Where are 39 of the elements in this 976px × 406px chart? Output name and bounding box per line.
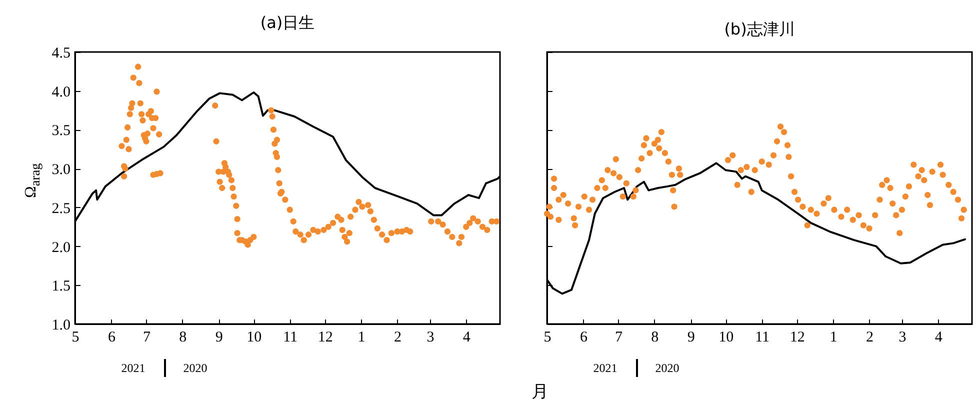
x-axis-title: 月 — [530, 381, 550, 403]
x-tick-label: 7 — [142, 330, 151, 346]
y-tick-label: 1.5 — [52, 278, 70, 295]
x-tick-label: 2 — [394, 330, 402, 346]
x-tick-label: 9 — [687, 330, 695, 346]
y-tick-label: 2.5 — [52, 200, 70, 217]
x-tick-label: 7 — [614, 330, 623, 346]
y-tick-label: 3.5 — [52, 123, 70, 140]
text: 2021 — [593, 361, 618, 375]
x-tick-label: 12 — [790, 330, 805, 346]
x-tick-label: 4 — [934, 330, 943, 346]
x-tick-label: 5 — [544, 330, 552, 346]
chart-title: (b)志津川 — [724, 20, 795, 38]
x-tick-label: 6 — [108, 330, 116, 346]
x-tick-label: 11 — [283, 330, 298, 346]
x-tick-label: 8 — [179, 330, 187, 346]
y-tick-label: 3.0 — [52, 162, 70, 178]
x-tick-label: 11 — [755, 330, 770, 346]
x-tick-label: 9 — [215, 330, 223, 346]
x-tick-label: 6 — [580, 330, 588, 346]
x-tick-label: 1 — [358, 330, 366, 346]
x-tick-label: 12 — [318, 330, 333, 346]
x-tick-label: 10 — [718, 330, 734, 346]
text: 2021 — [121, 361, 146, 375]
y-tick-label: 1.0 — [52, 318, 70, 334]
y-tick-label: 2.0 — [52, 240, 70, 256]
chart-title: (a)日生 — [260, 13, 315, 32]
x-tick-label: 1 — [830, 330, 838, 346]
text: 2020 — [183, 361, 208, 375]
y-tick-label: 4.0 — [52, 84, 70, 100]
x-tick-label: 4 — [462, 330, 471, 346]
text: 2020 — [655, 361, 680, 375]
y-tick-label: 4.5 — [52, 46, 70, 62]
x-tick-label: 3 — [898, 330, 906, 346]
x-tick-label: 5 — [72, 330, 80, 346]
x-tick-label: 3 — [426, 330, 434, 346]
x-tick-label: 2 — [866, 330, 874, 346]
x-tick-label: 10 — [246, 330, 262, 346]
x-tick-label: 8 — [651, 330, 659, 346]
